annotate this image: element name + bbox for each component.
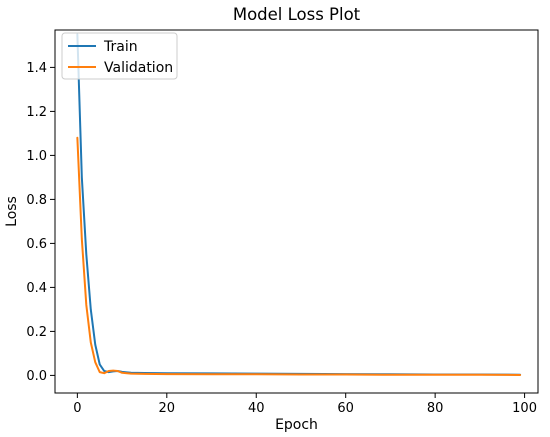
series-line-validation [76,136,522,376]
x-tick-label: 0 [73,401,81,416]
x-tick-label: 80 [427,401,444,416]
y-axis-label: Loss [4,196,20,227]
x-tick-label: 20 [159,401,176,416]
x-tick-label: 40 [248,401,265,416]
y-tick-label: 0.0 [26,369,47,384]
plot-area [54,29,539,394]
x-axis: 0 20 40 60 80 100 [73,393,537,416]
x-tick-label: 100 [512,401,537,416]
y-tick-label: 0.4 [26,281,47,296]
y-axis: 0.0 0.2 0.4 0.6 0.8 1.0 1.2 1.4 [26,61,55,384]
y-tick-label: 0.8 [26,193,47,208]
legend: Train Validation [61,32,178,80]
legend-label-validation: Validation [104,60,173,76]
y-tick-label: 1.0 [26,149,47,164]
y-tick-label: 0.2 [26,325,47,340]
plot-frame [54,29,539,394]
y-tick-label: 1.4 [26,61,47,76]
x-axis-label: Epoch [275,417,318,433]
x-tick-label: 60 [337,401,354,416]
legend-label-train: Train [103,39,138,55]
y-tick-label: 1.2 [26,105,47,120]
series-layer [76,33,522,376]
y-tick-label: 0.6 [26,237,47,252]
chart-title: Model Loss Plot [233,5,361,24]
